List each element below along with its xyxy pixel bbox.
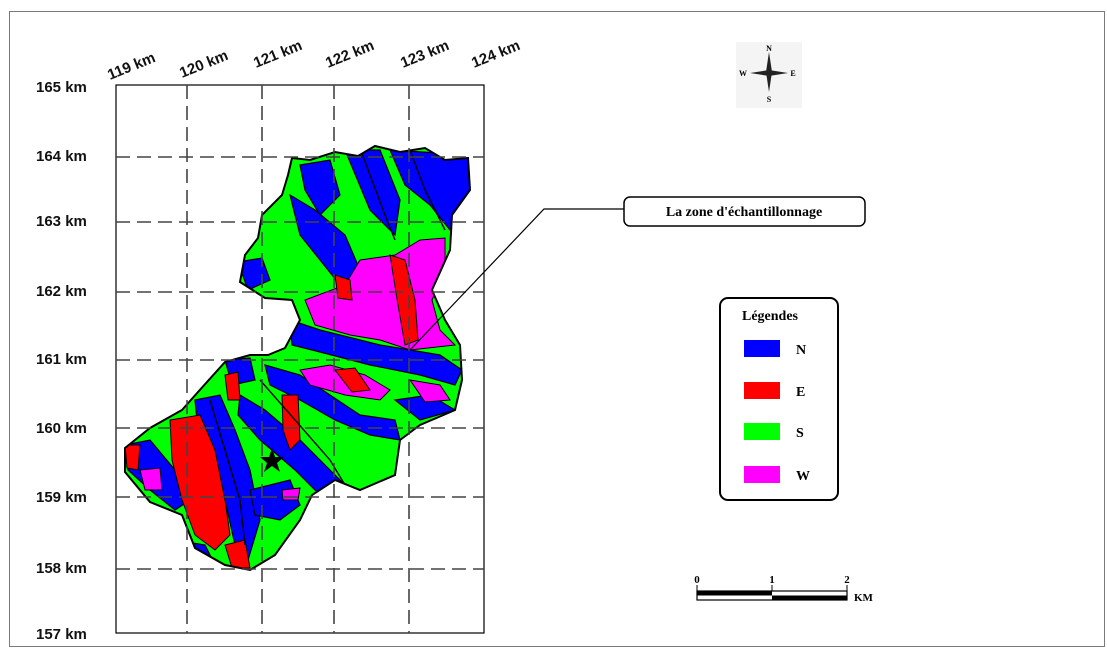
y-label: 164 km (36, 148, 87, 165)
legend-label: E (796, 385, 805, 400)
y-label: 157 km (36, 626, 87, 643)
legend-item: W (744, 466, 810, 484)
compass-s-label: S (767, 95, 772, 104)
compass-rose: N S W E (736, 42, 802, 108)
x-axis-labels: 119 km 120 km 121 km 122 km 123 km 124 k… (105, 37, 523, 84)
legend-swatch (744, 340, 780, 357)
y-label: 161 km (36, 351, 87, 368)
legend-label: S (796, 426, 804, 441)
y-label: 163 km (36, 213, 87, 230)
x-label: 120 km (177, 47, 231, 82)
figure-frame (9, 11, 1105, 647)
legend-swatch (744, 382, 780, 399)
compass-needle-ew (750, 70, 788, 76)
scale-unit-label: KM (854, 592, 874, 604)
legend-label: N (796, 343, 806, 358)
y-label: 158 km (36, 560, 87, 577)
y-label: 159 km (36, 489, 87, 506)
legend-swatch (744, 466, 780, 483)
legend-title: Légendes (742, 309, 799, 324)
legend-label: W (796, 469, 810, 484)
scale-bar: 0 1 2 KM (694, 574, 873, 604)
y-axis-labels: 165 km 164 km 163 km 162 km 161 km 160 k… (36, 79, 87, 643)
compass-n-label: N (766, 44, 772, 53)
grid-lines (116, 85, 484, 633)
y-label: 162 km (36, 283, 87, 300)
x-label: 124 km (469, 37, 523, 72)
y-label: 160 km (36, 420, 87, 437)
legend-item: S (744, 423, 804, 441)
x-label: 119 km (105, 49, 158, 84)
sampling-point-star (260, 448, 284, 472)
legend-item: N (744, 340, 806, 358)
scale-tick-label: 1 (769, 574, 775, 586)
legend: Légendes N E S W (719, 297, 839, 501)
callout-label: La zone d'échantillonnage (666, 205, 822, 220)
callout: La zone d'échantillonnage (409, 196, 866, 351)
scale-tick-label: 2 (844, 574, 850, 586)
scale-tick-label: 0 (694, 574, 700, 586)
x-label: 122 km (323, 37, 377, 72)
x-label: 121 km (251, 37, 305, 72)
y-label: 165 km (36, 79, 87, 96)
x-label: 123 km (398, 37, 452, 72)
compass-e-label: E (790, 69, 795, 78)
map-area (115, 84, 485, 634)
callout-box (623, 196, 866, 227)
legend-swatch (744, 423, 780, 440)
legend-item: E (744, 382, 805, 400)
callout-leader (409, 208, 624, 351)
compass-w-label: W (739, 69, 747, 78)
